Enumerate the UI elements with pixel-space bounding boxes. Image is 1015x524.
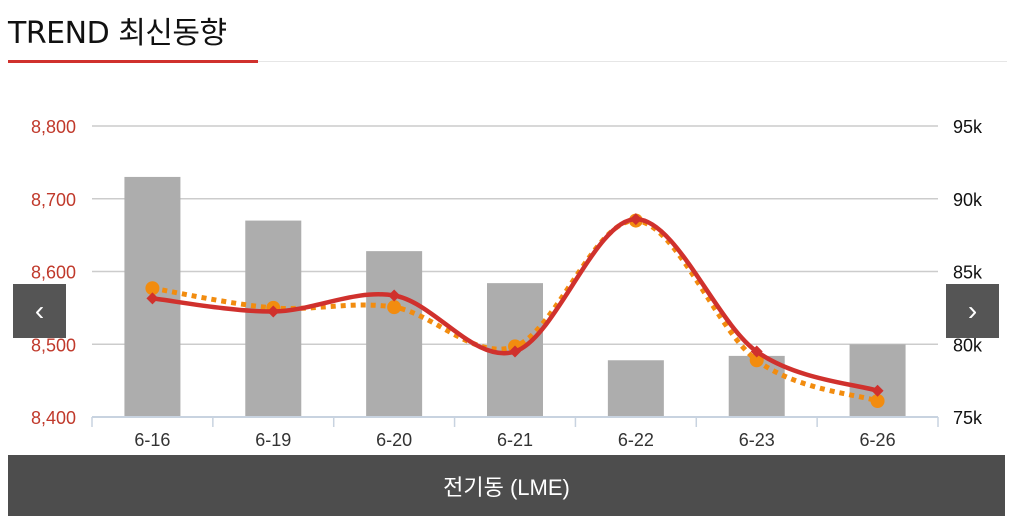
series-point-solid [267,305,280,318]
title-underline [8,60,258,63]
series-point-solid [509,345,521,358]
right-axis-tick: 85k [953,263,983,283]
bar [245,220,302,417]
series-point-solid [146,292,159,305]
series-point-dotted [749,353,764,368]
next-button[interactable]: › [946,284,999,338]
x-axis-label: 6-16 [134,430,170,450]
series-point-solid [871,384,884,397]
left-axis-tick: 8,800 [31,117,76,137]
series-point-dotted [870,393,885,408]
prev-button[interactable]: ‹ [13,284,66,338]
right-axis-tick: 75k [953,408,983,428]
x-axis-label: 6-23 [739,430,775,450]
right-axis-tick: 80k [953,335,983,355]
right-axis-tick: 90k [953,190,983,210]
series-point-dotted [387,300,402,315]
series-point-dotted [145,281,160,296]
x-axis-label: 6-20 [376,430,412,450]
x-axis-label: 6-26 [860,430,896,450]
left-axis-tick: 8,600 [31,263,76,283]
page-title: TREND 최신동향 [8,16,227,51]
x-axis-label: 6-22 [618,430,654,450]
x-axis-label: 6-19 [255,430,291,450]
commodity-tab-copper-lme[interactable]: 전기동 (LME) [8,455,1005,516]
series-point-solid [388,289,401,302]
series-point-solid [629,213,642,226]
left-axis-tick: 8,400 [31,408,76,428]
left-axis-tick: 8,500 [31,335,76,355]
chevron-right-icon: › [967,295,978,326]
title-divider [258,61,1007,62]
left-axis-tick: 8,700 [31,190,76,210]
chevron-left-icon: ‹ [34,295,45,326]
right-axis-tick: 95k [953,117,983,137]
bar [366,251,423,417]
commodity-label: 전기동 (LME) [443,474,570,500]
trend-chart: 8,800 95k 8,700 90k 8,600 85k 8,500 80k 8,400 75k… [31,117,983,450]
bar [607,360,664,417]
series-point-solid [750,345,763,358]
x-axis-label: 6-21 [497,430,533,450]
